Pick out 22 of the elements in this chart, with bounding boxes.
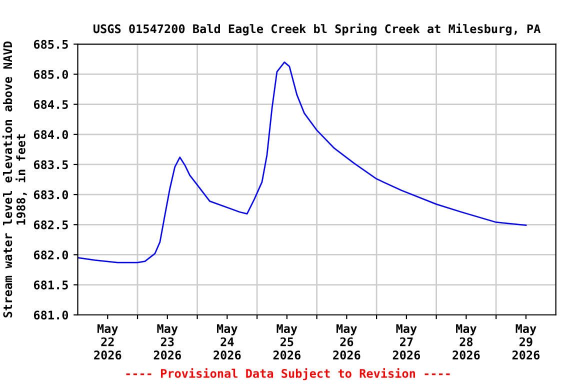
x-tick-label: May 28 2026	[452, 324, 480, 360]
line-series	[78, 62, 527, 264]
y-axis-title: Stream water level elevation above NAVD 1988, in feet	[2, 41, 27, 318]
chart-title: USGS 01547200 Bald Eagle Creek bl Spring Creek at Milesburg, PA	[94, 23, 541, 36]
x-tick-label: May 26 2026	[333, 324, 360, 360]
y-tick-label: 685.0	[34, 70, 68, 79]
y-tick-label: 683.5	[34, 160, 68, 170]
y-tick-label: 683.0	[34, 190, 68, 200]
y-tick-label: 682.0	[34, 250, 68, 260]
y-tick-label: 681.5	[34, 280, 68, 290]
y-tick-label: 684.5	[34, 100, 68, 109]
y-tick-label: 682.5	[34, 220, 68, 230]
text: ---- Provisional Data Subject to Revision ----	[126, 368, 450, 380]
y-tick-label: 681.0	[34, 310, 68, 320]
x-tick-label: May 27 2026	[392, 324, 420, 360]
x-tick-label: May 29 2026	[512, 324, 540, 360]
x-tick-label: May 25 2026	[273, 324, 300, 360]
x-tick-label: May 24 2026	[214, 324, 241, 360]
x-tick-label: May 23 2026	[154, 324, 181, 360]
x-tick-label: May 22 2026	[94, 324, 122, 360]
y-tick-label: 685.5	[34, 40, 68, 49]
y-tick-label: 684.0	[34, 130, 68, 140]
